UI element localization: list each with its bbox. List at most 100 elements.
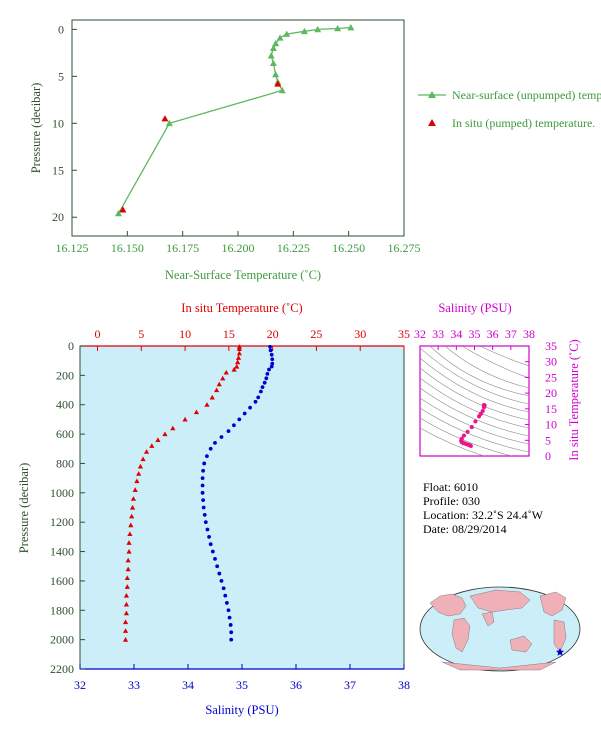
salinity-point	[256, 395, 261, 400]
salinity-point	[268, 348, 273, 353]
temperature-point	[123, 610, 130, 616]
profile-bottom-tick-label: 36	[290, 678, 302, 692]
near-surface-point	[300, 27, 308, 35]
temperature-point	[122, 619, 129, 625]
temperature-point	[214, 387, 220, 393]
profile-bottom-tick-label: 32	[74, 678, 86, 692]
salinity-point	[205, 527, 210, 532]
ts-plot-area	[419, 345, 530, 457]
temperature-point	[134, 478, 140, 484]
temperature-point	[231, 366, 237, 372]
ts-y-tick-label: 5	[545, 433, 551, 447]
legend-label-in-situ: In situ (pumped) temperature.	[452, 116, 595, 130]
top-x-axis-label: Near-Surface Temperature (˚C)	[165, 268, 321, 282]
salinity-point	[269, 364, 274, 369]
temperature-point	[124, 575, 130, 581]
temperature-point	[155, 437, 161, 443]
temperature-point	[170, 425, 176, 431]
salinity-point	[229, 637, 234, 642]
ts-x-tick-label: 37	[505, 327, 517, 341]
near-surface-point	[334, 24, 342, 32]
salinity-point	[262, 380, 267, 385]
ts-point	[480, 408, 485, 414]
ts-right-y-label: In situ Temperature (˚C)	[567, 339, 581, 460]
profile-y-tick-label: 400	[56, 398, 74, 412]
near-surface-point	[114, 209, 122, 217]
in-situ-point	[274, 80, 282, 87]
profile-y-tick-label: 2200	[50, 662, 74, 676]
salinity-point	[223, 593, 228, 598]
legend-label-near-surface: Near-surface (unpumped) temperature.	[452, 88, 601, 102]
near-surface-point	[269, 59, 277, 66]
in-situ-point	[161, 115, 169, 122]
location: Location: 32.2˚S 24.4˚W	[423, 508, 544, 522]
near-surface-point	[267, 52, 275, 59]
temperature-point	[236, 350, 242, 356]
profile-y-tick-label: 1800	[50, 603, 74, 617]
top-y-tick-label: 0	[58, 22, 64, 36]
salinity-point	[227, 615, 232, 620]
ts-x-tick-label: 36	[487, 327, 499, 341]
profile-series	[122, 344, 275, 642]
ts-y-tick-label: 20	[545, 386, 557, 400]
salinity-point	[260, 385, 265, 390]
temperature-point	[162, 431, 168, 437]
salinity-point	[217, 571, 222, 576]
ts-x-tick-label: 38	[523, 327, 535, 341]
temperature-point	[204, 402, 210, 407]
salinity-point	[248, 405, 253, 410]
temperature-point	[124, 584, 130, 589]
near-surface-chart: 16.125 16.150 16.175 16.200 16.225 16.250 16.2…	[29, 19, 601, 282]
ts-x-tick-label: 32	[414, 327, 426, 341]
ts-y-tick-label: 25	[545, 370, 557, 384]
salinity-point	[232, 423, 236, 428]
salinity-point	[229, 630, 234, 635]
profile-chart: 0200400600800100012001400160018002000220…	[17, 301, 410, 717]
salinity-point	[200, 483, 205, 488]
ts-x-tick-label: 33	[432, 327, 444, 341]
profile-top-tick-label: 30	[354, 327, 366, 341]
profile-y-tick-label: 0	[68, 339, 74, 353]
near-surface-point	[278, 86, 286, 94]
profile-top-tick-label: 25	[310, 327, 322, 341]
temperature-point	[143, 449, 150, 454]
ts-y-tick-label: 35	[545, 339, 557, 353]
ts-y-tick-label: 10	[545, 418, 557, 432]
ts-y-tick-label: 30	[545, 355, 557, 369]
near-surface-point	[272, 70, 280, 78]
salinity-point	[205, 454, 209, 459]
salinity-point	[207, 534, 211, 539]
salinity-point	[253, 399, 258, 404]
salinity-point	[259, 389, 263, 394]
salinity-point	[219, 435, 224, 439]
float-info: Float: 6010 Profile: 030 Location: 32.2˚…	[423, 480, 544, 536]
salinity-point	[208, 446, 213, 451]
top-x-tick-label: 16.225	[277, 241, 310, 255]
profile-y-tick-label: 1400	[50, 545, 74, 559]
temperature-point	[235, 359, 241, 365]
temperature-point	[149, 443, 155, 448]
profile-axis-ticks: 0200400600800100012001400160018002000220…	[50, 327, 410, 692]
top-x-tick-label: 16.275	[388, 241, 421, 255]
top-series	[114, 24, 355, 217]
ts-point	[469, 424, 474, 430]
ts-point	[459, 436, 464, 441]
in-situ-point	[119, 206, 127, 213]
ts-x-tick-label: 35	[469, 327, 481, 341]
map-continents	[429, 589, 567, 671]
salinity-point	[221, 586, 226, 591]
salinity-point	[270, 357, 275, 362]
profile-top-tick-label: 0	[95, 327, 101, 341]
salinity-point	[269, 352, 274, 357]
temperature-point	[128, 522, 134, 528]
salinity-point	[200, 476, 205, 481]
temperature-point	[125, 566, 131, 572]
near-surface-point	[314, 25, 322, 33]
world-map	[419, 586, 581, 672]
top-y-tick-label: 15	[52, 163, 64, 177]
temperature-point	[220, 375, 226, 381]
salinity-point	[201, 498, 206, 503]
